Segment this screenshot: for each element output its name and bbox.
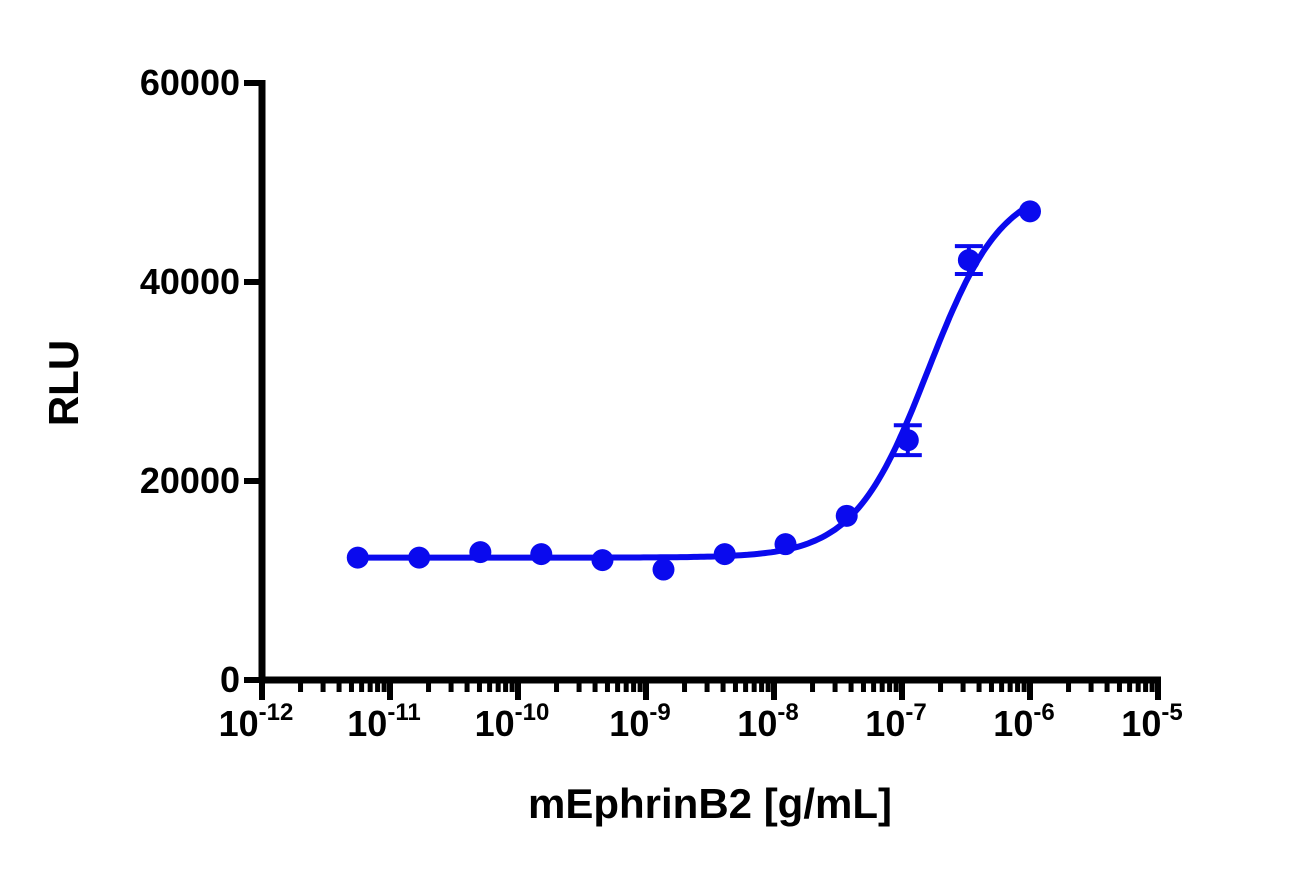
data-point — [957, 249, 980, 272]
data-point — [530, 543, 553, 566]
x-axis-label: mEphrinB2 [g/mL] — [528, 780, 892, 827]
x-tick-base: 10 — [347, 703, 387, 744]
x-tick-label: 10-12 — [219, 699, 294, 744]
x-tick-base: 10 — [737, 703, 777, 744]
x-tick-label: 10-6 — [993, 699, 1054, 744]
data-point — [346, 546, 369, 569]
data-point — [896, 429, 919, 452]
x-tick-label: 10-9 — [609, 699, 670, 744]
x-tick-exponent: -9 — [649, 699, 670, 726]
axes — [258, 80, 1161, 684]
x-tick-base: 10 — [219, 703, 259, 744]
x-tick-exponent: -11 — [387, 699, 420, 726]
data-point — [591, 549, 614, 572]
x-tick-exponent: -7 — [905, 699, 926, 726]
x-tick-exponent: -6 — [1033, 699, 1054, 726]
y-tick-label: 0 — [220, 659, 240, 700]
y-tick-label: 60000 — [140, 62, 240, 103]
x-tick-base: 10 — [865, 703, 905, 744]
x-tick-exponent: -5 — [1161, 699, 1182, 726]
y-tick-label: 40000 — [140, 261, 240, 302]
data-point — [774, 533, 797, 556]
y-axis-label: RLU — [40, 340, 87, 426]
x-tick-base: 10 — [609, 703, 649, 744]
x-tick-exponent: -8 — [777, 699, 798, 726]
data-point — [469, 541, 492, 564]
x-tick-label: 10-5 — [1121, 699, 1182, 744]
data-points — [346, 200, 1041, 581]
x-tick-base: 10 — [1121, 703, 1161, 744]
data-point — [835, 504, 858, 527]
x-tick-base: 10 — [475, 703, 515, 744]
data-point — [713, 543, 736, 566]
x-tick-label: 10-10 — [475, 699, 550, 744]
data-point — [652, 558, 675, 581]
data-point — [1019, 200, 1041, 223]
x-tick-base: 10 — [993, 703, 1033, 744]
x-tick-exponent: -12 — [259, 699, 294, 726]
x-tick-label: 10-11 — [347, 699, 420, 744]
x-tick-exponent: -10 — [515, 699, 550, 726]
y-tick-label: 20000 — [140, 460, 240, 501]
x-tick-label: 10-7 — [865, 699, 926, 744]
fit-curve — [357, 202, 1032, 561]
data-point — [408, 546, 431, 569]
x-tick-label: 10-8 — [737, 699, 798, 744]
